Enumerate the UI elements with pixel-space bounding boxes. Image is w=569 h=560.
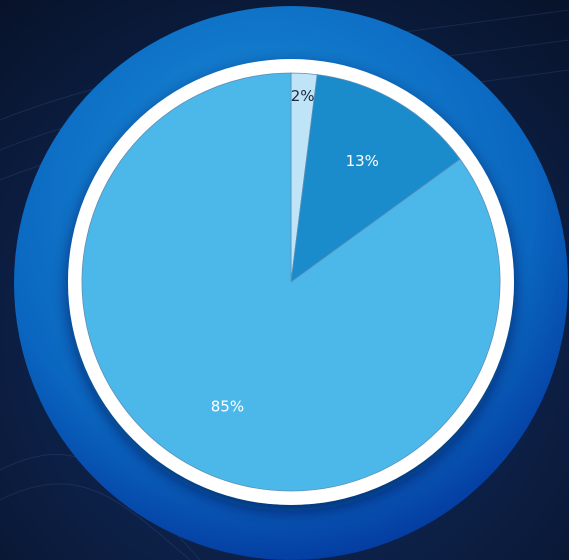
pie-slice [290, 74, 461, 283]
slice-label: 2% [291, 87, 315, 105]
slice-label: 85% [211, 397, 244, 415]
pie-slice [81, 72, 501, 492]
pie: 2% 13% 85% [81, 72, 501, 492]
slice-label: 13% [346, 152, 379, 170]
